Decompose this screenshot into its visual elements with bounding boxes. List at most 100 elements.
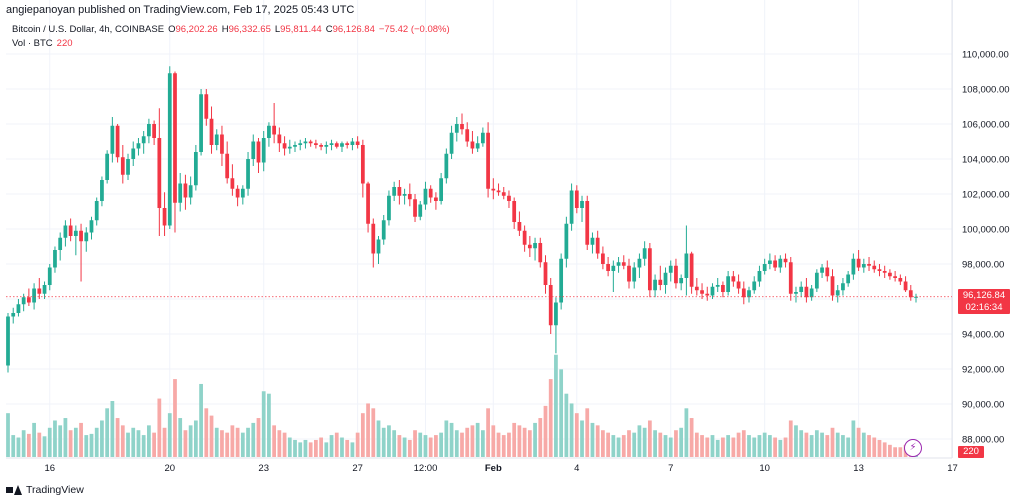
candle-body	[63, 225, 68, 238]
volume-bar	[898, 447, 903, 457]
volume-bar	[94, 427, 99, 457]
published-by-header: angiepanoyan published on TradingView.co…	[6, 4, 355, 16]
volume-bar	[178, 418, 183, 457]
candle-body	[371, 223, 376, 254]
volume-bar	[355, 432, 360, 457]
candle-body	[324, 145, 329, 147]
volume-bar	[480, 430, 485, 457]
candle-body	[355, 141, 360, 145]
candle-body	[225, 153, 230, 179]
volume-bar	[68, 430, 73, 457]
candle-body	[877, 269, 882, 271]
volume-bar	[261, 391, 266, 457]
volume-bar	[668, 437, 673, 457]
price-tick-label: 90,000.00	[962, 400, 1004, 411]
candle-body	[507, 195, 511, 201]
volume-bar	[888, 444, 892, 457]
candle-body	[522, 230, 527, 245]
volume-bar	[814, 430, 819, 457]
candle-body	[736, 281, 741, 289]
candle-body	[888, 272, 892, 277]
time-tick-label: Feb	[485, 463, 502, 474]
volume-bar	[366, 403, 370, 457]
candle-body	[768, 260, 772, 264]
time-tick-label: 7	[668, 463, 673, 474]
candle-body	[449, 132, 454, 154]
candle-body	[580, 201, 584, 208]
last-price-value: 96,126.84	[962, 290, 1006, 301]
volume-bar	[407, 439, 412, 457]
candle-body	[564, 223, 569, 259]
volume-bar	[267, 393, 271, 457]
candle-body	[131, 148, 136, 159]
candle-body	[694, 286, 699, 291]
volume-bar	[413, 430, 417, 457]
volume-bar	[705, 437, 710, 457]
volume-bar	[136, 430, 141, 457]
volume-bar	[595, 425, 600, 457]
candle-body	[721, 285, 725, 292]
volume-label: Vol · BTC	[12, 38, 53, 49]
candle-body	[762, 264, 767, 271]
volume-bar	[397, 435, 402, 457]
bar-countdown: 02:16:34	[965, 301, 1003, 313]
ohlc-legend[interactable]: Bitcoin / U.S. Dollar, 4h, COINBASE O96,2…	[12, 24, 454, 35]
candle-body	[548, 285, 553, 326]
volume-bar	[674, 430, 678, 457]
volume-bar	[663, 435, 668, 457]
candle-body	[105, 153, 110, 180]
candle-body	[89, 220, 94, 233]
candle-body	[214, 134, 219, 145]
volume-bar	[882, 442, 887, 457]
volume-bar	[173, 379, 177, 457]
volume-bar	[647, 420, 652, 457]
volume-bar	[402, 437, 407, 457]
candle-body	[830, 276, 835, 296]
volume-legend[interactable]: Vol · BTC 220	[12, 38, 77, 49]
candle-body	[319, 145, 323, 147]
candle-body	[804, 286, 809, 298]
volume-bar	[319, 437, 323, 457]
volume-bar	[627, 430, 631, 457]
candle-body	[752, 281, 757, 291]
volume-bar	[653, 430, 657, 457]
candle-body	[908, 290, 913, 298]
candle-body	[21, 297, 26, 305]
volume-bar	[841, 435, 845, 457]
volume-bar	[694, 432, 699, 457]
candle-body	[79, 230, 83, 242]
volume-bar	[872, 437, 877, 457]
candle-body	[413, 199, 417, 217]
volume-bar	[621, 435, 626, 457]
volume-bar	[157, 398, 162, 457]
candle-body	[627, 265, 631, 282]
price-tick-label: 108,000.00	[962, 85, 1010, 96]
volume-bar	[350, 442, 355, 457]
volume-bar	[611, 435, 616, 457]
volume-bar	[501, 435, 506, 457]
volume-bar	[569, 403, 574, 457]
last-volume-badge: 220	[958, 446, 984, 458]
volume-bar	[632, 432, 637, 457]
close-label: C	[325, 24, 333, 35]
volume-bar	[334, 432, 339, 457]
candle-body	[475, 143, 480, 149]
volume-bar	[53, 420, 57, 457]
time-tick-label: 10	[759, 463, 770, 474]
volume-bar	[783, 437, 788, 457]
candle-body	[167, 73, 172, 226]
candle-body	[136, 143, 141, 149]
candle-body	[554, 302, 558, 326]
tradingview-logo-icon	[6, 485, 22, 495]
candle-body	[303, 141, 308, 144]
candle-body	[345, 143, 350, 145]
price-tick-label: 92,000.00	[962, 365, 1004, 376]
high-value: 96,332.65	[228, 24, 271, 35]
lightning-icon[interactable]: ⚡	[904, 439, 922, 457]
volume-bar	[188, 425, 193, 457]
volume-bar	[710, 435, 715, 457]
candle-body	[642, 248, 647, 259]
candle-body	[898, 278, 903, 282]
volume-bar	[58, 425, 63, 457]
